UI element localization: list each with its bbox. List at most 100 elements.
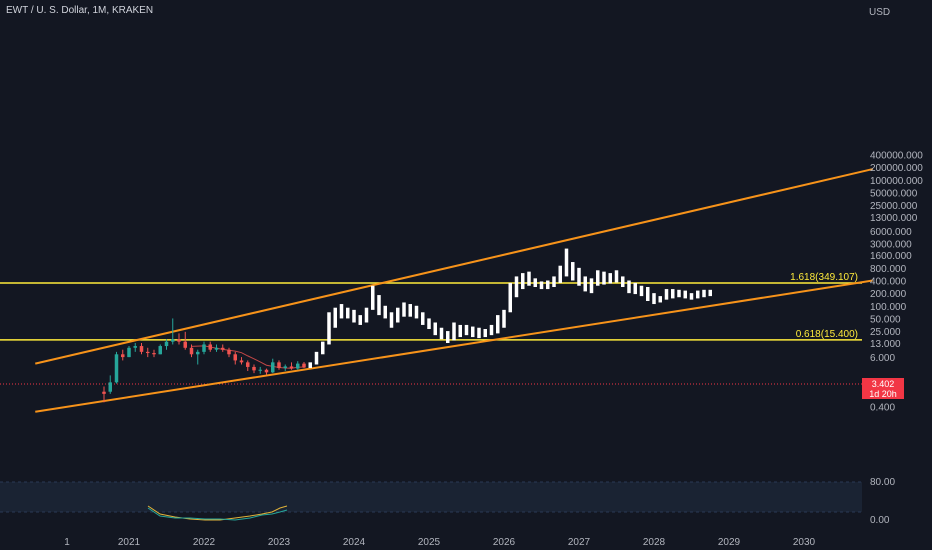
- y-tick-label: 200000.000: [870, 163, 923, 174]
- projection-bar: [596, 270, 600, 286]
- candle-body: [221, 347, 225, 350]
- candle-body: [133, 346, 137, 348]
- x-tick-label: 2029: [718, 537, 741, 548]
- x-tick-label: 2028: [643, 537, 666, 548]
- candle-body: [208, 344, 212, 350]
- projection-bar: [364, 307, 369, 323]
- candle-body: [177, 339, 181, 342]
- channel-upper-line: [35, 168, 873, 365]
- projection-bar: [652, 293, 656, 305]
- candle-body: [121, 354, 125, 358]
- projection-bar: [658, 296, 662, 303]
- projection-bar: [689, 293, 694, 300]
- candle-body: [302, 363, 306, 368]
- candle-body: [114, 354, 119, 383]
- y-tick-label: 3000.000: [870, 240, 912, 251]
- candle-body: [227, 349, 231, 355]
- bar-countdown: 1d 20h: [869, 389, 897, 399]
- candle-body: [258, 369, 262, 371]
- projection-bar: [383, 305, 387, 319]
- projection-bar: [402, 302, 406, 317]
- candle-body: [202, 344, 206, 352]
- projection-bar: [352, 309, 356, 323]
- candle-body: [171, 339, 175, 342]
- x-tick-label: 2025: [418, 537, 441, 548]
- projection-bar: [308, 362, 312, 369]
- projection-bar: [527, 271, 531, 286]
- candle-body: [102, 391, 106, 394]
- projection-bar: [708, 289, 712, 297]
- projection-bar: [514, 276, 519, 298]
- candle-body: [296, 363, 300, 369]
- projection-bar: [477, 327, 481, 339]
- projection-bar: [489, 324, 494, 336]
- rsi-tick-label: 80.00: [870, 477, 895, 488]
- y-tick-label: 13.000: [870, 339, 901, 350]
- rsi-signal-line: [147, 507, 288, 521]
- symbol-title: EWT / U. S. Dollar, 1M, KRAKEN: [6, 5, 154, 16]
- candle-body: [127, 347, 131, 358]
- projection-bar: [396, 307, 400, 323]
- candle-body: [252, 366, 256, 371]
- candle-body: [214, 347, 219, 350]
- y-tick-label: 6.000: [870, 353, 895, 364]
- projection-bar: [558, 265, 562, 283]
- projection-bar: [639, 285, 644, 297]
- x-tick-label: 2022: [193, 537, 216, 548]
- x-tick-label: 2030: [793, 537, 816, 548]
- projection-bar: [458, 324, 462, 338]
- candle-body: [158, 346, 162, 355]
- y-tick-label: 25.000: [870, 327, 901, 338]
- candle-body: [108, 382, 112, 392]
- projection-bar: [439, 327, 444, 340]
- projection-bar: [427, 318, 431, 330]
- projection-bar: [421, 312, 425, 325]
- fib-level-label: 1.618(349.107): [790, 272, 858, 283]
- projection-bar: [321, 341, 325, 355]
- projection-bar: [671, 289, 675, 299]
- projection-bar: [471, 326, 475, 338]
- projection-bar: [371, 285, 375, 310]
- projection-bar: [452, 322, 456, 341]
- candle-body: [139, 346, 144, 352]
- candle-body: [146, 351, 150, 354]
- projection-bar: [602, 271, 606, 285]
- y-tick-label: 25000.000: [870, 201, 918, 212]
- y-tick-label: 100.000: [870, 302, 907, 313]
- y-tick-label: 50.000: [870, 314, 901, 325]
- projection-bar: [327, 312, 331, 345]
- projection-bar: [696, 290, 700, 299]
- projection-bar: [627, 280, 631, 294]
- x-tick-label: 2027: [568, 537, 591, 548]
- projection-bar: [621, 276, 625, 288]
- projection-bar: [589, 278, 594, 294]
- projection-bar: [677, 289, 681, 298]
- candle-body: [152, 353, 156, 355]
- last-price-badge: 3.402 1d 20h: [862, 378, 904, 399]
- candle-body: [239, 360, 244, 363]
- projection-bar: [633, 282, 637, 295]
- projection-bar: [608, 273, 612, 284]
- projection-bar: [408, 304, 412, 317]
- y-tick-label: 13000.000: [870, 213, 918, 224]
- projection-bar: [664, 289, 669, 300]
- projection-bar: [464, 324, 469, 336]
- y-tick-label: 400.000: [870, 276, 907, 287]
- candle-body: [271, 362, 275, 373]
- projection-bar: [533, 278, 537, 288]
- projection-bar: [502, 309, 506, 328]
- projection-bar: [389, 312, 394, 328]
- candle-body: [233, 354, 237, 361]
- y-tick-label: 50000.000: [870, 188, 918, 199]
- projection-bar: [614, 270, 619, 283]
- projection-bar: [683, 290, 687, 299]
- candle-body: [164, 341, 169, 347]
- projection-bar: [546, 280, 550, 290]
- last-price-value: 3.402: [871, 379, 895, 389]
- y-tick-label: 1600.000: [870, 251, 912, 262]
- candle-body: [289, 366, 294, 369]
- projection-bar: [571, 262, 575, 281]
- projection-bar: [333, 307, 337, 328]
